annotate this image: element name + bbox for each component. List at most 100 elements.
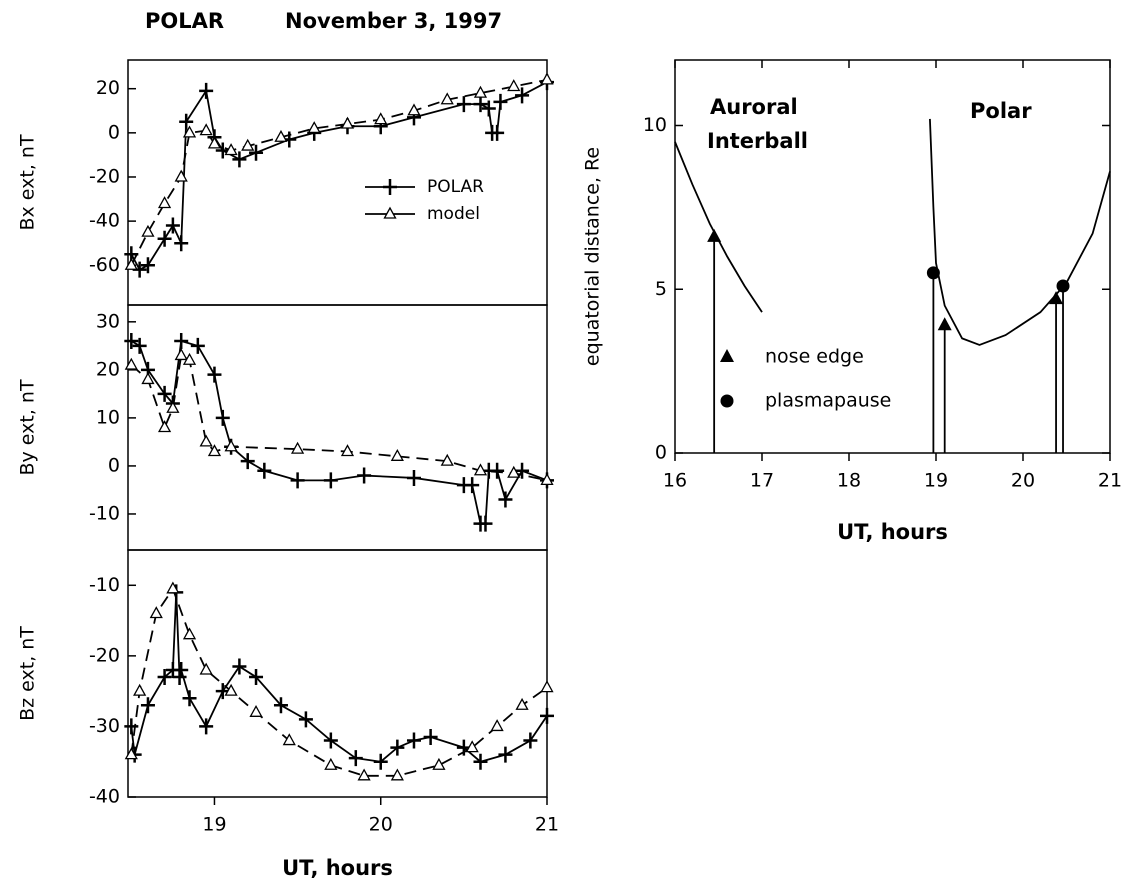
- marker-triangle: [224, 439, 238, 452]
- marker-circle: [1056, 279, 1070, 293]
- marker-plus: [523, 732, 538, 749]
- marker-triangle: [182, 125, 197, 138]
- y-axis-label: equatorial distance, Re: [582, 147, 604, 366]
- series-line: [130, 586, 548, 777]
- marker-plus: [490, 124, 505, 141]
- y-tick-label: 0: [108, 454, 120, 476]
- marker-triangle: [199, 434, 213, 447]
- marker-triangle: [473, 85, 488, 98]
- series-line: [929, 118, 1111, 346]
- marker-plus: [199, 718, 214, 735]
- marker-triangle: [937, 317, 952, 331]
- marker-plus: [182, 690, 197, 707]
- marker-plus: [174, 333, 189, 350]
- y-tick-label: -10: [89, 502, 120, 524]
- marker-plus: [481, 100, 496, 117]
- marker-plus: [473, 753, 488, 770]
- y-tick-label: -40: [89, 210, 120, 232]
- y-tick-label: -40: [89, 786, 120, 808]
- marker-plus: [456, 96, 471, 113]
- marker-triangle: [407, 103, 421, 116]
- marker-triangle: [290, 441, 305, 454]
- marker-triangle: [490, 719, 504, 732]
- marker-plus: [540, 707, 554, 724]
- marker-plus: [373, 753, 388, 770]
- marker-triangle: [274, 129, 288, 142]
- marker-triangle: [133, 683, 147, 696]
- marker-triangle: [440, 92, 454, 105]
- series-line: [674, 141, 763, 313]
- legend-label: model: [427, 204, 480, 224]
- y-tick-label: 10: [643, 114, 667, 136]
- marker-triangle: [390, 768, 404, 781]
- marker-plus: [232, 658, 247, 675]
- marker-triangle: [707, 228, 722, 242]
- plot-frame: [127, 549, 548, 798]
- x-tick-label: 21: [1098, 470, 1122, 492]
- marker-plus: [423, 729, 438, 746]
- marker-triangle: [390, 448, 404, 461]
- marker-plus: [174, 661, 189, 678]
- marker-plus: [493, 93, 508, 110]
- marker-triangle: [124, 357, 138, 370]
- series-line: [130, 354, 548, 482]
- marker-triangle: [357, 768, 371, 781]
- marker-plus: [174, 235, 189, 252]
- x-tick-label: 21: [535, 814, 559, 836]
- marker-plus: [124, 718, 139, 735]
- marker-plus: [140, 697, 155, 714]
- marker-plus: [515, 87, 530, 104]
- annotation: Polar: [970, 99, 1032, 123]
- marker-plus: [165, 217, 180, 234]
- marker-triangle: [166, 581, 180, 594]
- marker-triangle: [166, 400, 180, 413]
- x-tick-label: 17: [750, 470, 774, 492]
- marker-plus: [465, 477, 480, 494]
- marker-triangle: [282, 733, 296, 746]
- marker-plus: [257, 462, 272, 479]
- marker-triangle: [374, 112, 388, 125]
- marker-triangle: [157, 196, 172, 209]
- marker-triangle: [199, 123, 213, 136]
- marker-plus: [249, 144, 264, 161]
- chart-subtitle: November 3, 1997: [285, 9, 502, 33]
- marker-triangle: [540, 72, 554, 85]
- annotation: Interball: [707, 129, 808, 153]
- y-axis-label: Bz ext, nT: [17, 626, 39, 721]
- marker-plus: [179, 113, 194, 130]
- marker-triangle: [507, 79, 521, 92]
- y-tick-label: 30: [96, 310, 120, 332]
- marker-triangle: [324, 757, 338, 770]
- marker-triangle: [124, 747, 138, 760]
- marker-plus: [478, 515, 493, 532]
- y-tick-label: 0: [108, 121, 120, 143]
- series-line: [130, 592, 548, 763]
- marker-triangle: [224, 143, 238, 156]
- x-tick-label: 18: [837, 470, 861, 492]
- marker-triangle: [440, 453, 454, 466]
- marker-triangle: [199, 662, 213, 675]
- marker-plus: [249, 669, 264, 686]
- legend-label: plasmapause: [765, 390, 891, 412]
- marker-plus: [473, 96, 488, 113]
- marker-plus: [124, 333, 139, 350]
- marker-plus: [157, 669, 172, 686]
- marker-plus: [157, 230, 172, 247]
- y-tick-label: 20: [96, 77, 120, 99]
- marker-triangle: [465, 740, 479, 753]
- marker-plus: [357, 467, 372, 484]
- marker-plus: [323, 732, 338, 749]
- y-tick-label: -20: [89, 644, 120, 666]
- legend-label: nose edge: [765, 346, 864, 368]
- marker-triangle: [207, 444, 222, 457]
- marker-plus: [323, 472, 338, 489]
- y-tick-label: 0: [655, 442, 667, 464]
- marker-triangle: [241, 138, 255, 151]
- marker-plus: [406, 469, 421, 486]
- marker-triangle: [507, 465, 521, 478]
- marker-circle: [926, 266, 940, 280]
- marker-plus: [298, 711, 313, 728]
- marker-triangle: [141, 372, 155, 385]
- marker-triangle: [174, 348, 188, 361]
